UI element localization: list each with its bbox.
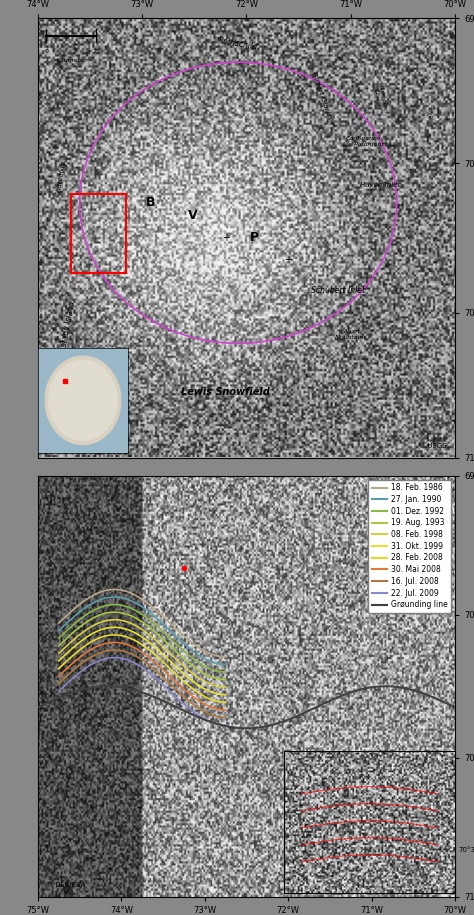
Text: 0: 0 <box>45 49 48 54</box>
Text: +: + <box>284 255 292 264</box>
Text: +: + <box>222 233 229 242</box>
Text: Schubert Inlet: Schubert Inlet <box>311 286 365 296</box>
Text: 70°30'S: 70°30'S <box>458 847 474 854</box>
Text: B: B <box>146 196 155 210</box>
Text: Hayon Inlet: Hayon Inlet <box>360 182 400 188</box>
Text: © DLR/ESA: © DLR/ESA <box>46 882 85 888</box>
Text: P: P <box>250 231 259 244</box>
Text: Kilometer: Kilometer <box>56 58 87 63</box>
Text: Hampton
Glacier: Hampton Glacier <box>372 84 388 114</box>
Legend: 18. Feb. 1986, 27. Jan. 1990, 01. Dez. 1992, 19. Aug. 1993, 08. Feb. 1998, 31. O: 18. Feb. 1986, 27. Jan. 1990, 01. Dez. 1… <box>368 479 451 613</box>
Text: V: V <box>187 210 197 222</box>
Text: Latady Island: Latady Island <box>59 300 76 351</box>
Polygon shape <box>49 361 117 440</box>
Text: Charcot Is.: Charcot Is. <box>55 159 67 197</box>
Text: Rothschild: Rothschild <box>218 36 259 51</box>
Text: Gilbert Glacier: Gilbert Glacier <box>310 71 333 121</box>
Text: Confluence
Ice Piedmont: Confluence Ice Piedmont <box>343 135 384 146</box>
Text: 25: 25 <box>92 49 100 54</box>
Text: © USGS: © USGS <box>418 443 447 448</box>
Text: Toyb...: Toyb... <box>426 106 434 124</box>
Text: Waxn
Mountains: Waxn Mountains <box>335 329 367 340</box>
Bar <box>71 194 126 273</box>
Polygon shape <box>45 356 121 445</box>
Text: Lewis Snowfield: Lewis Snowfield <box>181 387 270 396</box>
